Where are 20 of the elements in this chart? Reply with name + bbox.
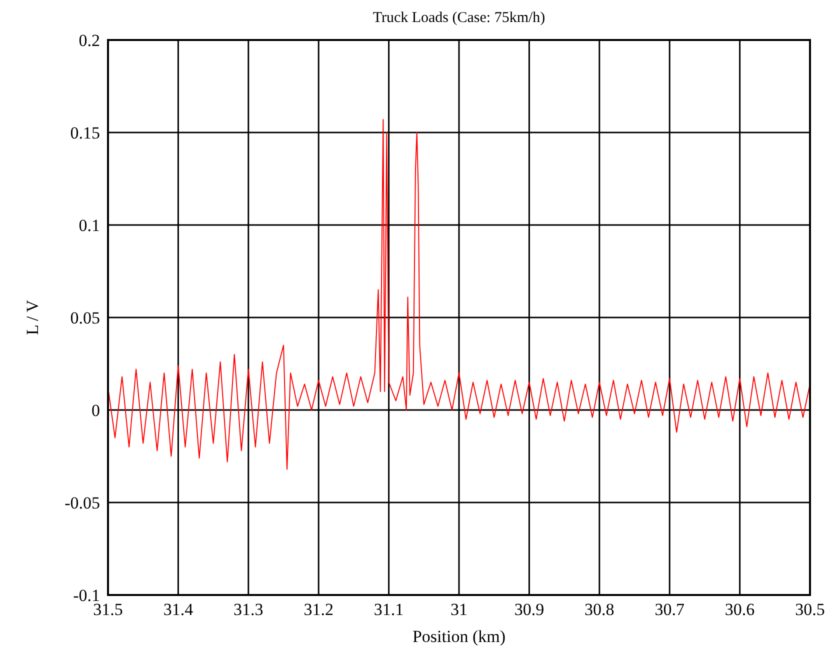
y-axis-title: L / V [23, 299, 42, 335]
y-tick-label: 0 [92, 401, 100, 420]
y-tick-label: 0.1 [78, 216, 100, 235]
x-tick-label: 31 [450, 600, 468, 619]
chart-title: Truck Loads (Case: 75km/h) [372, 10, 546, 26]
y-tick-label: -0.05 [64, 494, 100, 512]
x-tick-label: 31.3 [234, 600, 264, 619]
y-tick-label: 0.2 [78, 31, 100, 50]
x-tick-label: 30.9 [514, 600, 544, 619]
x-tick-label: 30.7 [654, 600, 685, 619]
x-tick-label: 31.4 [163, 600, 194, 619]
y-tick-label: 0.15 [70, 124, 100, 142]
x-tick-label: 31.1 [374, 600, 404, 619]
line-series [108, 119, 810, 470]
y-tick-label: 0.05 [70, 308, 100, 328]
x-tick-label: 30.8 [584, 600, 614, 619]
x-axis-title: Position (km) [412, 627, 506, 646]
x-tick-label: 30.6 [724, 600, 755, 619]
x-tick-label: 31.2 [304, 600, 334, 619]
x-tick-label: 30.5 [795, 600, 825, 619]
